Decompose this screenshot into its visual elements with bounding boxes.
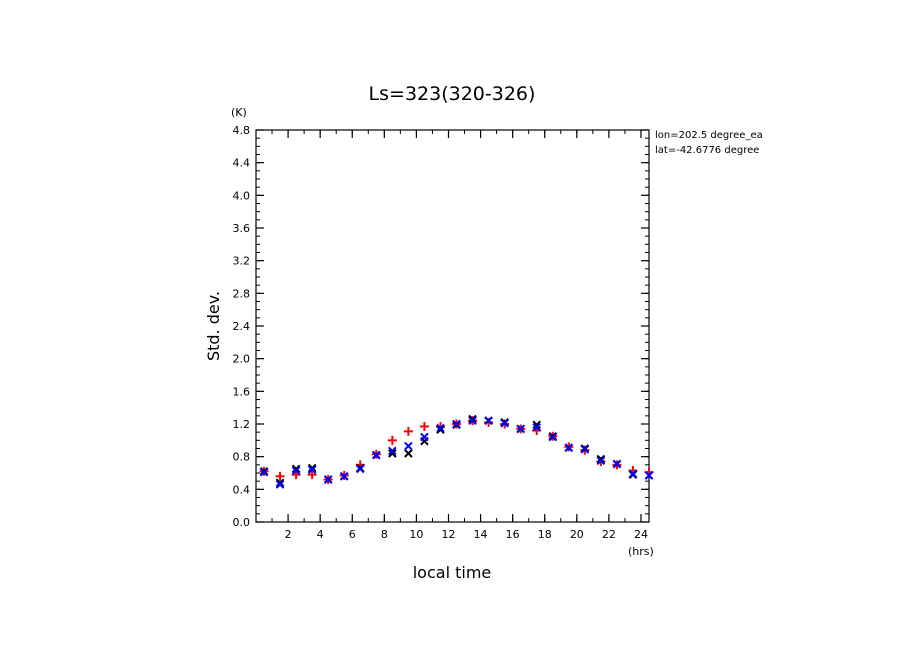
lon-annotation: lon=202.5 degree_ea [655, 130, 763, 141]
y-tick-label: 4.4 [233, 157, 251, 170]
y-tick-label: 3.2 [233, 255, 251, 268]
data-point [419, 421, 429, 431]
x-tick-label: 18 [538, 528, 552, 541]
data-point [291, 464, 301, 474]
x-tick-label: 6 [349, 528, 356, 541]
data-point [644, 471, 654, 480]
data-point [307, 470, 317, 480]
x-tick-label: 12 [441, 528, 455, 541]
x-tick-label: 2 [285, 528, 292, 541]
y-tick-label: 4.0 [233, 189, 251, 202]
data-point [484, 417, 494, 427]
data-point [532, 420, 542, 430]
data-point [307, 465, 317, 475]
x-tick-label: 24 [634, 528, 648, 541]
x-tick-label: 8 [381, 528, 388, 541]
y-tick-label: 0.8 [233, 451, 251, 464]
y-axis-unit: (K) [231, 106, 247, 119]
data-point [548, 432, 558, 442]
data-point [580, 445, 590, 454]
data-point [275, 471, 285, 481]
y-tick-label: 1.6 [233, 385, 251, 398]
chart-title: Ls=323(320-326) [369, 83, 536, 105]
data-point [339, 471, 349, 481]
data-point [388, 449, 397, 458]
data-point [532, 422, 542, 432]
data-point [275, 478, 285, 488]
data-point [307, 463, 317, 473]
y-tick-label: 0.0 [233, 516, 251, 529]
y-tick-label: 1.2 [233, 418, 251, 431]
data-point [420, 432, 429, 442]
data-point [468, 416, 477, 426]
y-tick-label: 0.4 [233, 483, 251, 496]
x-tick-label: 10 [409, 528, 423, 541]
x-tick-label: 4 [317, 528, 324, 541]
y-tick-label: 2.0 [233, 353, 251, 366]
data-point [596, 456, 606, 466]
data-point [484, 416, 493, 426]
data-point [516, 424, 525, 434]
y-tick-label: 2.4 [233, 320, 251, 333]
x-tick-label: 14 [474, 528, 488, 541]
data-point [468, 414, 477, 424]
data-point [404, 441, 413, 451]
data-point [275, 480, 285, 489]
axes: 2 4 6 8 10 12 14 16 18 20 22 240.00.40.81.21.62.02.… [233, 124, 650, 541]
plot-frame [255, 129, 650, 523]
data-point [500, 418, 509, 428]
data-point [436, 425, 445, 435]
data-point [596, 454, 606, 464]
data-point [403, 426, 413, 436]
data-point [259, 467, 269, 477]
x-tick-label: 22 [602, 528, 616, 541]
x-tick-label: 16 [506, 528, 520, 541]
x-axis-label: local time [413, 563, 492, 582]
y-axis-label: Std. dev. [204, 291, 223, 361]
y-tick-label: 2.8 [233, 287, 251, 300]
data-point [355, 464, 365, 474]
data-point [388, 446, 397, 456]
data-point [436, 423, 445, 433]
x-axis-unit: (hrs) [628, 545, 654, 558]
data-point [564, 443, 574, 452]
data-point [323, 475, 333, 484]
y-tick-label: 4.8 [233, 124, 251, 137]
data-point [371, 450, 381, 460]
y-tick-label: 3.6 [233, 222, 251, 235]
data-point [404, 449, 413, 458]
data-points [259, 414, 654, 489]
data-point [612, 459, 622, 469]
data-point [628, 469, 638, 479]
data-point [452, 419, 461, 429]
data-point [291, 466, 301, 475]
data-point [387, 435, 397, 445]
lat-annotation: lat=-42.6776 degree [655, 145, 759, 156]
x-tick-label: 20 [570, 528, 584, 541]
